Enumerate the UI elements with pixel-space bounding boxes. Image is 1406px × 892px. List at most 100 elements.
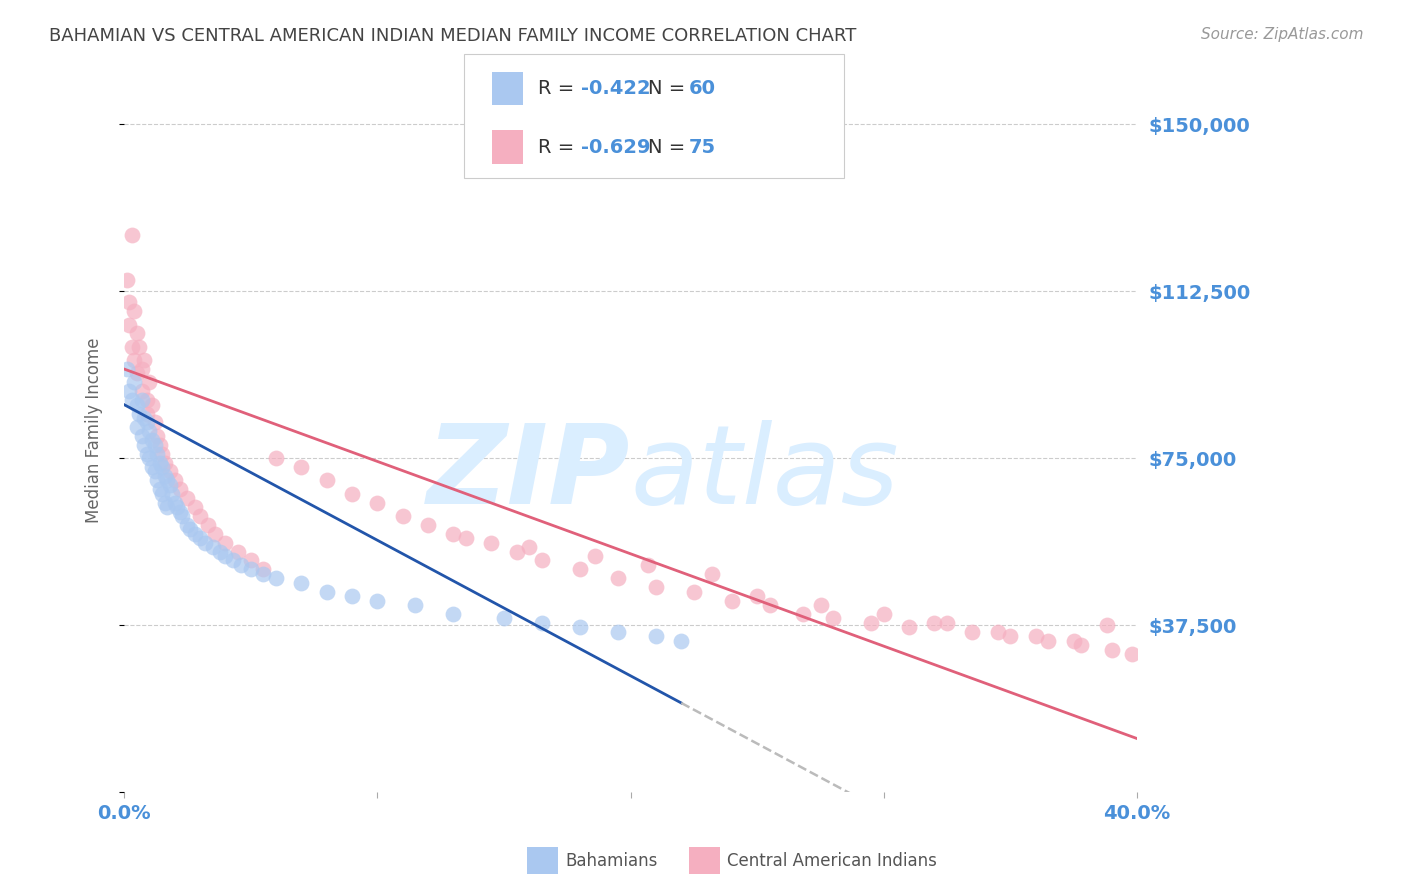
Point xyxy=(121,393,143,408)
Point xyxy=(671,633,693,648)
Text: Source: ZipAtlas.com: Source: ZipAtlas.com xyxy=(1201,27,1364,42)
Point xyxy=(150,486,173,500)
Text: R =: R = xyxy=(538,137,581,157)
Point xyxy=(162,486,184,500)
Point xyxy=(184,526,207,541)
Point xyxy=(143,465,166,479)
Point xyxy=(315,584,337,599)
Point xyxy=(222,553,245,567)
Point xyxy=(391,508,413,523)
Point xyxy=(188,531,211,545)
Point xyxy=(149,438,172,452)
Point xyxy=(759,598,782,612)
Point xyxy=(315,473,337,487)
Point xyxy=(683,584,706,599)
Point xyxy=(169,482,191,496)
Point xyxy=(214,535,236,549)
Point xyxy=(810,598,832,612)
Point xyxy=(517,540,540,554)
Point xyxy=(1063,633,1085,648)
Point xyxy=(987,624,1010,639)
Point xyxy=(153,469,176,483)
Point xyxy=(163,473,186,487)
Point xyxy=(128,407,150,421)
Point xyxy=(118,295,141,310)
Point xyxy=(156,473,179,487)
Point xyxy=(606,571,628,585)
Point xyxy=(1095,618,1118,632)
Point xyxy=(138,425,160,439)
Point xyxy=(239,562,262,576)
Point xyxy=(121,228,143,243)
Point xyxy=(441,526,464,541)
Point xyxy=(121,340,143,354)
Point xyxy=(290,575,312,590)
Point xyxy=(146,447,169,461)
Point xyxy=(416,517,439,532)
Point xyxy=(166,500,188,514)
Point xyxy=(290,460,312,475)
Point xyxy=(125,367,148,381)
Point xyxy=(1070,638,1092,652)
Point xyxy=(530,615,553,630)
Point xyxy=(131,429,153,443)
Point xyxy=(125,398,148,412)
Point xyxy=(823,611,845,625)
Point xyxy=(340,486,363,500)
Point xyxy=(131,393,153,408)
Point xyxy=(134,411,156,425)
Point xyxy=(150,460,173,475)
Point xyxy=(252,562,274,576)
Point xyxy=(1000,629,1022,643)
Point xyxy=(645,629,668,643)
Point xyxy=(721,593,744,607)
Point xyxy=(159,465,181,479)
Point xyxy=(131,384,153,399)
Point xyxy=(135,393,157,408)
Text: -0.422: -0.422 xyxy=(581,79,651,98)
Point xyxy=(645,580,668,594)
Point xyxy=(492,611,515,625)
Point xyxy=(184,500,207,514)
Point xyxy=(936,615,959,630)
Point xyxy=(172,508,194,523)
Point xyxy=(226,544,249,558)
Point xyxy=(125,326,148,341)
Point xyxy=(505,544,527,558)
Point xyxy=(128,340,150,354)
Point xyxy=(194,535,217,549)
Point xyxy=(1121,647,1143,661)
Point xyxy=(264,571,287,585)
Point xyxy=(239,553,262,567)
Point xyxy=(135,416,157,430)
Text: Central American Indians: Central American Indians xyxy=(727,852,936,870)
Point xyxy=(898,620,921,634)
Point xyxy=(606,624,628,639)
Point xyxy=(201,540,224,554)
Point xyxy=(340,589,363,603)
Point xyxy=(568,562,591,576)
Point xyxy=(115,362,138,376)
Point xyxy=(1025,629,1047,643)
Point xyxy=(179,522,201,536)
Point xyxy=(135,447,157,461)
Point xyxy=(118,384,141,399)
Point xyxy=(159,477,181,491)
Point xyxy=(583,549,606,563)
Point xyxy=(169,504,191,518)
Point xyxy=(149,456,172,470)
Point xyxy=(131,362,153,376)
Point xyxy=(924,615,946,630)
Point xyxy=(873,607,896,621)
Point xyxy=(149,482,172,496)
Point xyxy=(138,451,160,466)
Text: atlas: atlas xyxy=(630,420,900,527)
Point xyxy=(264,451,287,466)
Text: ZIP: ZIP xyxy=(427,420,630,527)
Point xyxy=(141,398,163,412)
Y-axis label: Median Family Income: Median Family Income xyxy=(86,337,103,523)
Point xyxy=(441,607,464,621)
Point xyxy=(214,549,236,563)
Point xyxy=(176,517,198,532)
Point xyxy=(530,553,553,567)
